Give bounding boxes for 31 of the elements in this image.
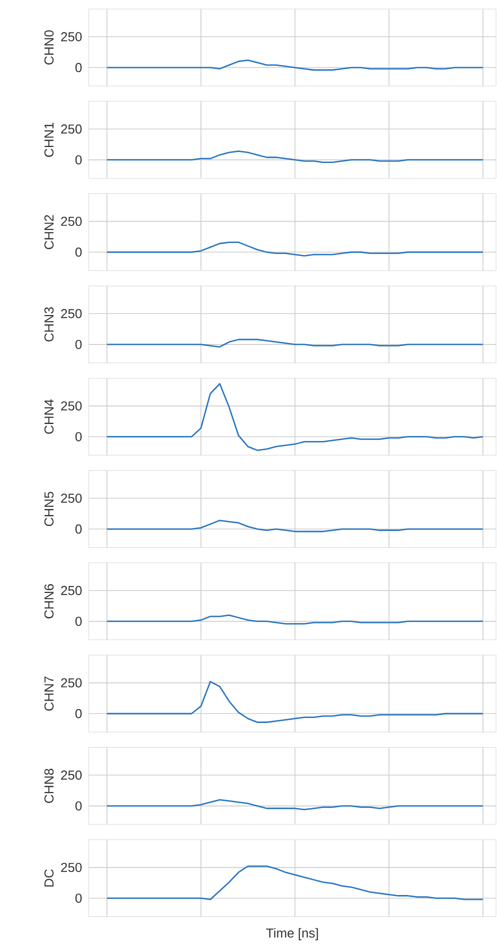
y-tick-label: 250 (61, 770, 82, 780)
y-tick-label: 250 (61, 586, 82, 596)
y-tick-label: 250 (61, 678, 82, 688)
y-tick-label: 0 (75, 801, 82, 811)
y-axis-title: CHN7 (44, 676, 54, 711)
y-axis-title: CHN4 (44, 399, 54, 434)
y-tick-label: 0 (75, 432, 82, 442)
y-tick-label: 250 (61, 309, 82, 318)
y-tick-label: 250 (61, 494, 82, 503)
y-tick-label: 250 (61, 124, 82, 134)
y-axis-title: DC (44, 869, 54, 887)
y-axis-title: CHN0 (44, 30, 54, 65)
y-tick-label: 250 (61, 32, 82, 42)
y-axis-title: CHN1 (44, 122, 54, 157)
y-tick-label: 0 (75, 524, 82, 534)
y-tick-label: 0 (75, 248, 82, 257)
y-axis-title: CHN8 (44, 768, 54, 803)
y-axis-title: CHN2 (44, 215, 54, 250)
y-tick-label: 0 (75, 709, 82, 718)
y-axis-title: CHN6 (44, 584, 54, 618)
y-tick-label: 0 (75, 340, 82, 350)
y-tick-label: 0 (75, 616, 82, 626)
y-axis-title: CHN3 (44, 307, 54, 342)
x-axis-title: Time [ns] (266, 928, 318, 940)
y-axis-title: CHN5 (44, 492, 54, 526)
y-tick-label: 0 (75, 894, 82, 903)
y-tick-label: 250 (61, 401, 82, 411)
y-tick-label: 0 (75, 62, 82, 72)
y-tick-label: 0 (75, 155, 82, 164)
y-tick-label: 250 (61, 862, 82, 872)
y-tick-label: 250 (61, 216, 82, 226)
